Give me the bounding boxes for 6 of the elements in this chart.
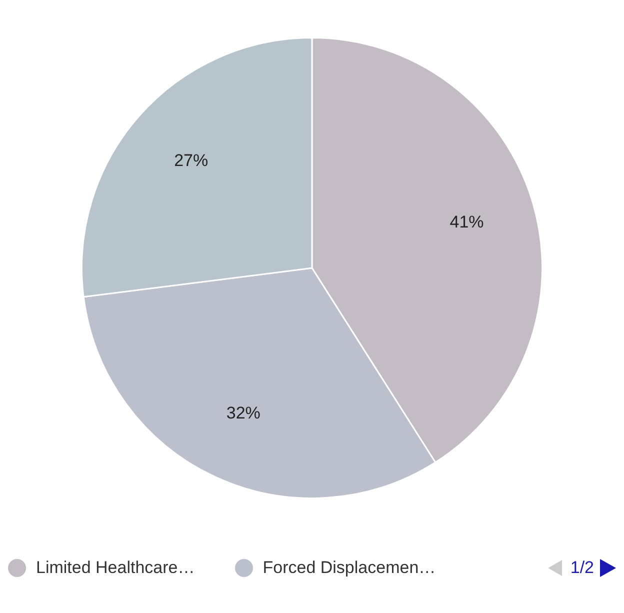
data-label: 27% (174, 151, 208, 170)
legend-label: Forced Displacemen… (262, 558, 436, 578)
legend-label: Limited Healthcare… (36, 558, 195, 578)
text: 1/2 (570, 558, 594, 578)
data-label: 32% (226, 404, 260, 423)
data-label: 41% (450, 212, 484, 232)
